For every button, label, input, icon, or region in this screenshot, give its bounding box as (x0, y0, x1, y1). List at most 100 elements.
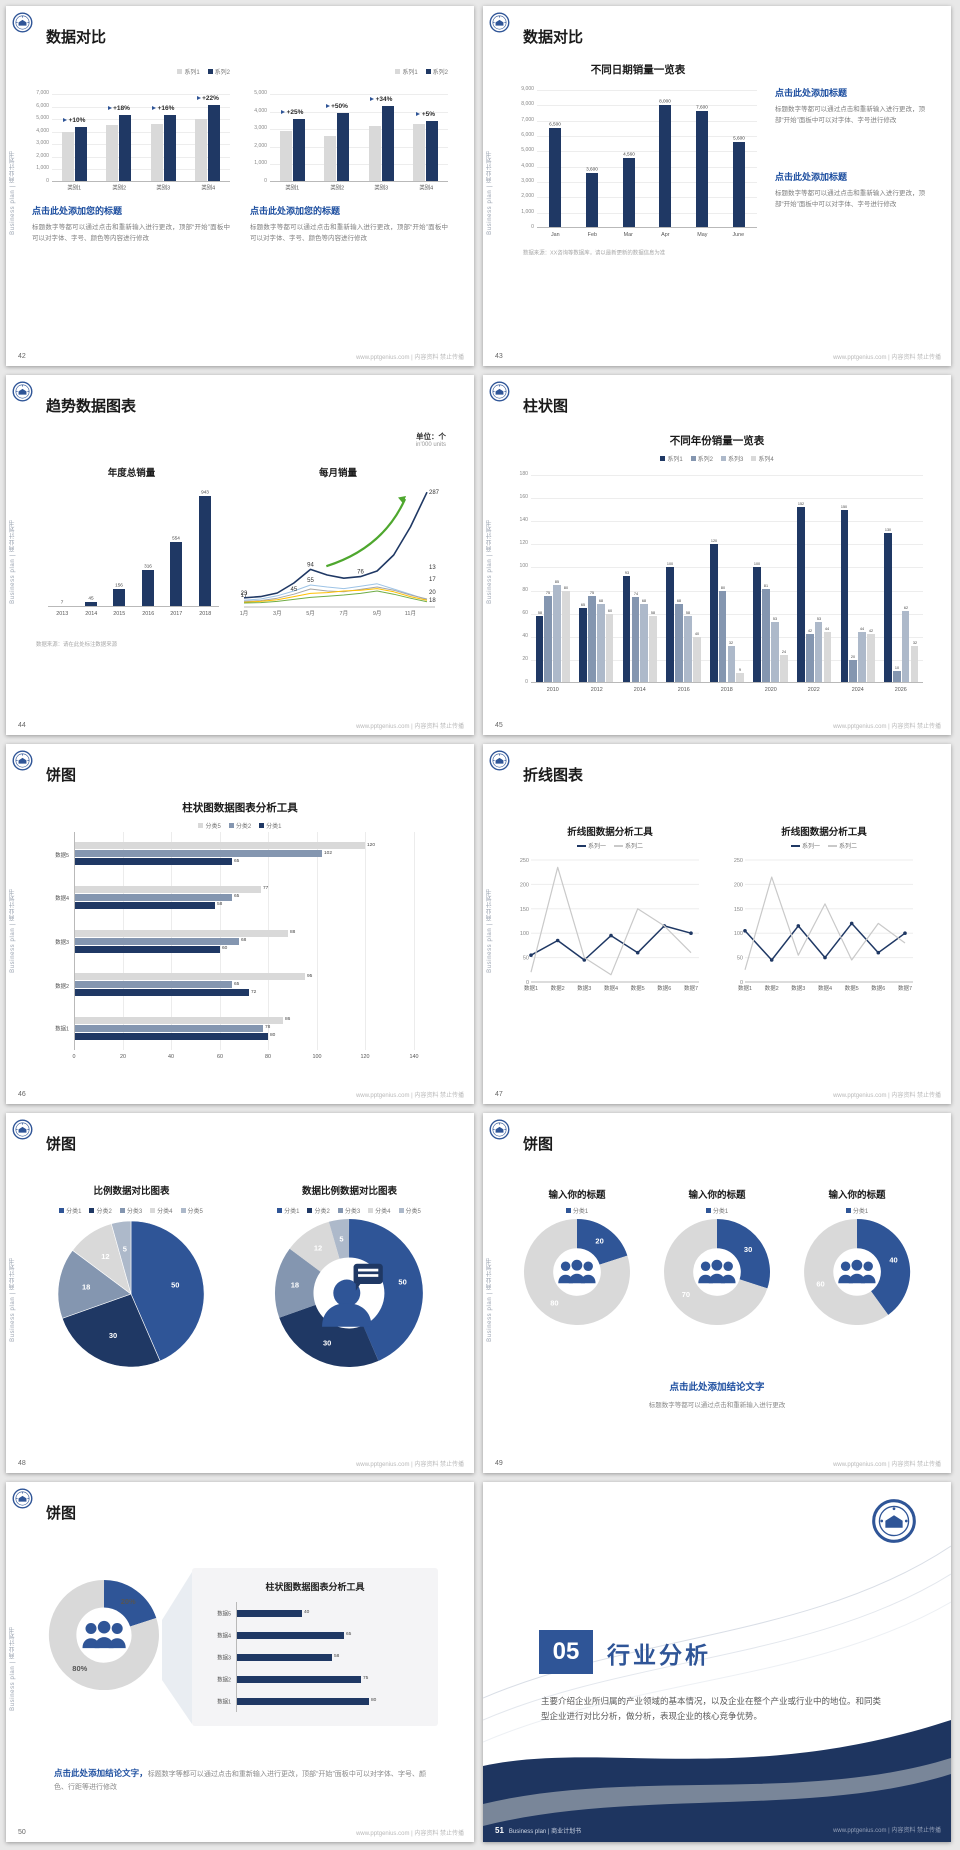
slide-46[interactable]: Business plan | 商业计划书 饼图 柱状图数据图表分析工具 分类5… (6, 744, 474, 1104)
svg-text:数据4: 数据4 (818, 984, 832, 992)
svg-text:100: 100 (734, 931, 743, 937)
page-number: 46 (18, 1091, 26, 1098)
slide-47[interactable]: Business plan | 商业计划书 折线图表 折线图数据分析工具 系列一… (483, 744, 951, 1104)
text-block-a: 点击此处添加标题 标题数字等都可以通过点击和重新输入进行更改，顶部“开始”面板中… (775, 86, 925, 126)
svg-text:数据1: 数据1 (524, 984, 538, 992)
svg-text:7月: 7月 (340, 610, 349, 617)
block-heading: 点击此处添加标题 (775, 172, 848, 182)
donut-chart-2: 分类1 30 70 (653, 1205, 781, 1325)
slide-footer: 47 www.pptgenius.com | 内容资料 禁止传播 (495, 1090, 941, 1099)
svg-text:70: 70 (682, 1290, 690, 1299)
svg-text:数据2: 数据2 (765, 984, 779, 992)
data-source-note: 数据来源：请在此处标注数据来源 (36, 642, 118, 648)
slide-42[interactable]: Business plan | 商业计划书 数据对比 系列1 系列2 7,000 6,… (6, 6, 474, 366)
slide-title: 数据对比 (46, 29, 107, 46)
annual-sales-bar-chart: 7 2013 45 2014 156 2015 316 2016 554 2017 943 2018 (44, 479, 219, 617)
slide-45[interactable]: Business plan | 商业计划书 柱状图 不同年份销量一览表 系列1 系… (483, 375, 951, 735)
svg-text:80%: 80% (72, 1664, 87, 1673)
section-number: 05 (539, 1630, 593, 1674)
svg-text:12: 12 (314, 1243, 322, 1252)
slide-side-label: Business plan | 商业计划书 (487, 519, 493, 604)
slide-44[interactable]: Business plan | 商业计划书 趋势数据图表 单位：个 in'000… (6, 375, 474, 735)
slide-side-label: Business plan | 商业计划书 (487, 150, 493, 235)
text-block-left: 点击此处添加您的标题 标题数字等都可以通过点击和重新输入进行更改，顶部“开始”面… (32, 204, 230, 244)
slide-footer: 48 www.pptgenius.com | 内容资料 禁止传播 (18, 1459, 464, 1468)
unit-label: 单位：个 in'000 units (416, 431, 446, 448)
donut-heading: 输入你的标题 (688, 1190, 746, 1201)
page-number: 42 (18, 353, 26, 360)
chart-subtitle: 不同日期销量一览表 (590, 64, 686, 76)
page-number: 44 (18, 722, 26, 729)
chart-subtitle: 年度总销量 (107, 468, 156, 479)
slide-title: 柱状图 (523, 398, 569, 415)
svg-text:50: 50 (398, 1277, 406, 1286)
footer-site: www.pptgenius.com | 内容资料 禁止传播 (356, 1093, 464, 1099)
svg-text:13: 13 (429, 565, 436, 571)
unit-cn: 单位：个 (416, 432, 446, 441)
slide-side-label: Business plan | 商业计划书 (10, 150, 16, 235)
compare-bar-chart-right: 系列1 系列2 5,000 4,000 3,000 2,000 1,000 0 +25% 类别1 +… (254, 69, 448, 192)
university-crest-icon (871, 1498, 917, 1544)
svg-text:30: 30 (323, 1339, 331, 1348)
text-block-b: 点击此处添加标题 标题数字等都可以通过点击和重新输入进行更改，顶部“开始”面板中… (775, 170, 925, 210)
svg-text:9月: 9月 (373, 610, 382, 617)
svg-text:20: 20 (429, 590, 436, 596)
chart-subtitle: 比例数据对比图表 (93, 1186, 170, 1197)
monthly-sales-line-chart: 1月 3月 5月 7月 9月 11月 23 94 76 287 17 55 18 45 20 17 13 (236, 479, 441, 617)
university-crest-icon (12, 12, 33, 33)
slide-footer: 51 Business plan | 商业计划书 www.pptgenius.co… (495, 1820, 941, 1838)
compare-bar-chart-left: 系列1 系列2 7,000 6,000 5,000 4,000 3,000 2,000 1,00… (36, 69, 230, 192)
page-number: 47 (495, 1091, 503, 1098)
panel-title: 柱状图数据图表分析工具 (265, 1582, 365, 1592)
svg-text:5月: 5月 (306, 610, 315, 617)
ratio-pie-chart: 分类1 分类2 分类3 分类4 分类5 50 30 18 12 5 (46, 1205, 216, 1367)
svg-text:23: 23 (241, 591, 248, 597)
chart-subtitle: 每月销量 (318, 468, 357, 479)
slide-side-label: Business plan | 商业计划书 (10, 1626, 16, 1711)
svg-text:80: 80 (550, 1299, 558, 1308)
slide-title: 折线图表 (523, 767, 584, 784)
svg-text:数据1: 数据1 (738, 984, 752, 992)
slide-48[interactable]: Business plan | 商业计划书 饼图 比例数据对比图表 分类1 分类2… (6, 1113, 474, 1473)
svg-text:150: 150 (520, 907, 529, 913)
svg-text:数据6: 数据6 (871, 984, 885, 992)
analysis-panel: 柱状图数据图表分析工具 数据5 40 数据4 65 数据3 58 数据2 75 数据1 80 (192, 1568, 438, 1726)
slide-51[interactable]: 05 行业分析 主要介绍企业所归属的产业领域的基本情况，以及企业在整个产业或行业… (483, 1482, 951, 1842)
ratio-donut-chart: 分类1 分类2 分类3 分类4 分类5 50 30 18 12 5 (264, 1205, 434, 1367)
footer-site: www.pptgenius.com | 内容资料 禁止传播 (356, 1831, 464, 1837)
svg-text:30: 30 (109, 1331, 117, 1340)
svg-text:200: 200 (734, 882, 743, 888)
footer-site: www.pptgenius.com | 内容资料 禁止传播 (833, 1827, 941, 1834)
slide-49[interactable]: Business plan | 商业计划书 饼图 输入你的标题 分类1 20 80 … (483, 1113, 951, 1473)
donut-chart-3: 分类1 40 60 (793, 1205, 921, 1325)
university-crest-icon (12, 381, 33, 402)
slide-43[interactable]: Business plan | 商业计划书 数据对比 不同日期销量一览表 9,0… (483, 6, 951, 366)
conclusion-heading: 点击此处添加结论文字 (669, 1382, 765, 1393)
svg-text:45: 45 (291, 587, 298, 593)
university-crest-icon (12, 750, 33, 771)
block-heading: 点击此处添加标题 (775, 88, 848, 98)
svg-text:200: 200 (520, 882, 529, 888)
university-crest-icon (12, 1488, 33, 1509)
donut-chart-1: 分类1 20 80 (513, 1205, 641, 1325)
chart-subtitle: 折线图数据分析工具 (567, 827, 653, 838)
donut-heading: 输入你的标题 (828, 1190, 886, 1201)
svg-text:18: 18 (291, 1280, 299, 1289)
slide-footer: 43 www.pptgenius.com | 内容资料 禁止传播 (495, 352, 941, 361)
svg-text:40: 40 (889, 1256, 897, 1265)
slide-footer: 50 www.pptgenius.com | 内容资料 禁止传播 (18, 1828, 464, 1837)
university-crest-icon (489, 750, 510, 771)
block-body: 标题数字等都可以通过点击和重新输入进行更改，顶部“开始”面板中可以对字体、字号进… (775, 190, 925, 209)
slide-side-label: Business plan | 商业计划书 (10, 519, 16, 604)
page-number: 43 (495, 353, 503, 360)
data-source-note: 数据来源：XX咨询等数据库，请以最新更新的数据信息为准 (523, 251, 666, 257)
slide-50[interactable]: Business plan | 商业计划书 饼图 20% 80% 柱状图数据图表分… (6, 1482, 474, 1842)
svg-text:76: 76 (357, 570, 364, 576)
footer-site: www.pptgenius.com | 内容资料 禁止传播 (833, 355, 941, 361)
university-crest-icon (489, 12, 510, 33)
footer-site: www.pptgenius.com | 内容资料 禁止传播 (356, 1462, 464, 1468)
footer-site: www.pptgenius.com | 内容资料 禁止传播 (833, 1093, 941, 1099)
block-body: 标题数字等都可以通过点击和重新输入进行更改，顶部“开始”面板中可以对字体、字号、… (32, 224, 230, 243)
svg-text:数据4: 数据4 (604, 984, 618, 992)
slide-footer: 44 www.pptgenius.com | 内容资料 禁止传播 (18, 721, 464, 730)
